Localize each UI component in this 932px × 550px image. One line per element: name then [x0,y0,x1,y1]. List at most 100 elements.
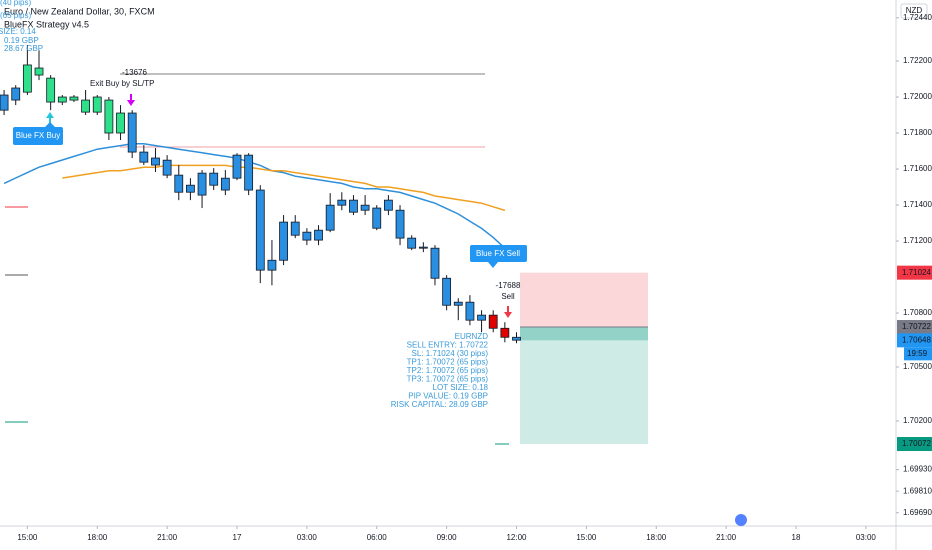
candle-body [22,64,32,93]
candle-body [81,99,90,113]
sell-text: Blue FX Sell [476,249,520,258]
candle-body [488,314,498,329]
countdown: 19:59 [907,349,928,358]
candle-body [418,246,428,249]
buy-arrow [46,112,54,124]
y-tick-label: 1.69810 [903,486,932,495]
price-badge [897,265,932,280]
y-tick-label: 1.71600 [903,164,932,173]
y-tick-label: 1.71200 [903,236,932,245]
x-tick-label: 21:00 [716,533,737,542]
countdown-badge [904,347,932,361]
candle-body [512,336,521,341]
x-tick-label: 15:00 [576,533,597,542]
position-box [520,272,648,445]
candle-body [302,231,312,241]
sell-label-pointer [488,262,498,268]
sell-value: -17688 [496,281,521,290]
candle-body [395,209,405,239]
candle-body [11,87,21,101]
x-tick-label: 03:00 [297,533,318,542]
symbol-title: Euro / New Zealand Dollar, 30, FXCM [4,6,155,16]
x-tick-label: 17 [233,533,242,542]
sell-arrow [504,306,512,318]
info-line: TP3: 1.70072 (65 pips) [407,375,489,384]
info-line: SELL ENTRY: 1.70722 [407,341,489,350]
exit-text: Exit Buy by SL/TP [90,79,154,88]
x-tick-label: 12:00 [506,533,527,542]
candle-body [500,327,510,338]
x-tick-label: 21:00 [157,533,178,542]
currency: NZD [906,6,923,15]
exit-value: -13676 [122,68,147,77]
candle-body [57,96,67,103]
candle-body [197,172,207,196]
candle-body [453,301,463,306]
candle-body [279,221,288,261]
moving-average [3,143,506,249]
candle-body [69,96,79,101]
candle-body [372,207,382,229]
candle-body [383,199,393,211]
price-badge [897,437,932,452]
info-line: PIP VALUE: 0.19 GBP [408,392,488,401]
candle-body [186,184,195,193]
y-tick-label: 1.70500 [903,362,932,371]
x-tick-label: 15:00 [17,533,38,542]
sell-label [470,245,527,262]
price-badge-label: 1.71024 [902,268,931,277]
exit-arrow [127,94,135,106]
overlay-line: 0.19 GBP [4,36,39,45]
logo [735,514,747,526]
info-line: RISK CAPITAL: 28.09 GBP [391,400,488,409]
candle-body [337,199,347,206]
candle-body [290,221,300,236]
candle-body [255,189,265,271]
candle-body [104,99,114,134]
candle-body [139,151,149,163]
axes: 1.72440 1.72200 1.72000 1.71800 1.71600 1.714… [17,13,932,542]
x-tick-label: 06:00 [367,533,388,542]
y-tick-label: 1.69930 [903,465,932,474]
candle-body [34,67,44,76]
candle-body [209,172,219,186]
y-tick-label: 1.69690 [903,508,932,517]
plot [0,44,521,344]
x-tick-label: 18:00 [646,533,667,542]
candle-body [477,314,486,321]
candle-body [314,229,323,241]
y-tick-label: 1.72440 [903,13,932,22]
moving-average [62,164,506,212]
overlay-line: 28.67 GBP [4,44,43,53]
candle-body [92,96,102,113]
target-zone [520,327,648,445]
open-pnl-zone [520,327,648,341]
x-tick-label: 09:00 [437,533,458,542]
overlay-line: (40 pips) [0,0,31,7]
candle-body [127,112,137,153]
candle-body [244,154,254,191]
currency-box[interactable] [900,3,928,19]
candle-body [220,177,230,191]
candle-body [325,204,335,231]
x-tick-label: 18:00 [87,533,108,542]
stop-zone [520,272,648,328]
y-tick-label: 1.70800 [903,308,932,317]
info-line: TP2: 1.70072 (65 pips) [407,366,489,375]
y-tick-label: 1.72200 [903,56,932,65]
candle-body [430,247,440,279]
price-badge-label: 1.70648 [902,335,931,344]
candle-body [174,174,184,193]
buy-label [13,127,63,145]
info-line: TP1: 1.70072 (65 pips) [407,358,489,367]
price-badge-label: 1.70072 [902,439,931,448]
y-tick-label: 1.71400 [903,200,932,209]
candle-body [407,237,417,249]
buy-label-pointer [45,122,55,127]
indicator-title: BlueFX Strategy v4.5 [4,19,89,29]
candle-body [0,94,9,111]
candle-body [151,157,160,166]
y-tick-label: 1.71800 [903,128,932,137]
info-line: LOT SIZE: 0.18 [433,383,489,392]
